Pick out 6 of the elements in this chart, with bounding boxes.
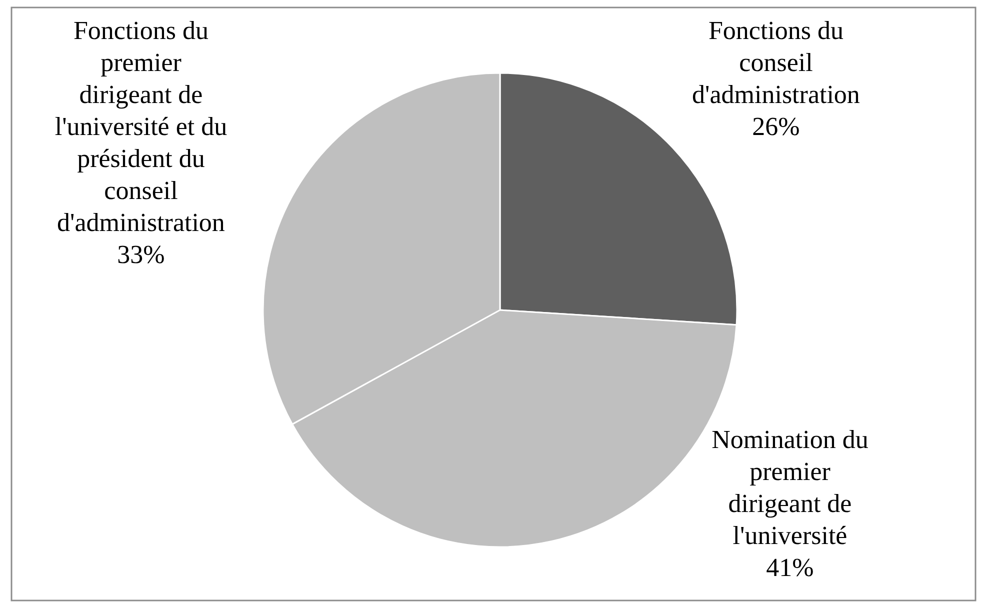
data-label: 26%	[752, 112, 800, 141]
slice-label: Fonctions du conseil d'administration	[692, 16, 860, 109]
slice-label: Nomination du premier dirigeant de l'université	[712, 425, 868, 550]
slice-label: Fonctions du premier dirigeant de l'université et du président du conseil d'administration	[54, 16, 228, 237]
data-label: 33%	[117, 240, 165, 269]
data-label: 41%	[766, 553, 814, 582]
